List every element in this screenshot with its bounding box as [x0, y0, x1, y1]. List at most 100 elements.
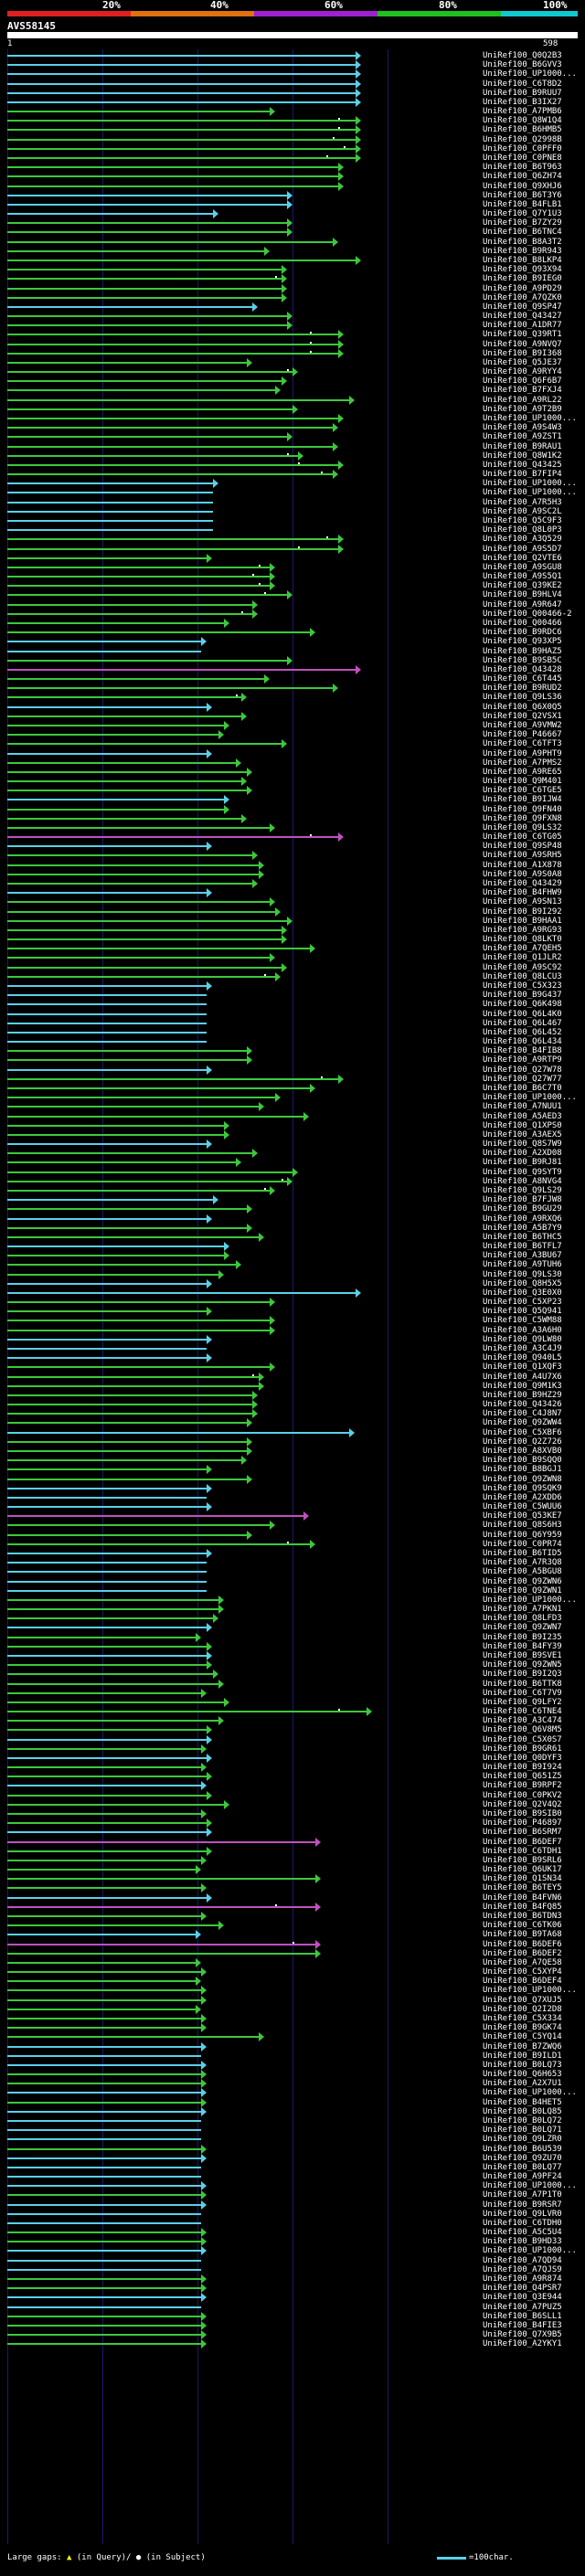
hit-line[interactable] — [7, 241, 333, 243]
hit-label[interactable]: UniRef100_UP1000... — [483, 488, 577, 497]
hit-line[interactable] — [7, 1971, 201, 1973]
hit-label[interactable]: UniRef100_Q39KE2 — [483, 581, 562, 590]
hit-label[interactable]: UniRef100_A3Q529 — [483, 535, 562, 544]
hit-label[interactable]: UniRef100_B9RSR7 — [483, 2200, 562, 2210]
hit-label[interactable]: UniRef100_C5XBF6 — [483, 1428, 562, 1437]
hit-line[interactable] — [7, 1450, 247, 1452]
hit-label[interactable]: UniRef100_B6TID5 — [483, 1549, 562, 1558]
hit-line[interactable] — [7, 111, 270, 112]
hit-line[interactable] — [7, 148, 356, 150]
hit-label[interactable]: UniRef100_B4HET5 — [483, 2098, 562, 2107]
hit-line[interactable] — [7, 557, 207, 559]
hit-line[interactable] — [7, 1134, 224, 1136]
hit-label[interactable]: UniRef100_A9RE65 — [483, 768, 562, 777]
hit-line[interactable] — [7, 1869, 196, 1871]
hit-label[interactable]: UniRef100_B0LQ71 — [483, 2125, 562, 2135]
hit-label[interactable]: UniRef100_B9RJ81 — [483, 1158, 562, 1167]
hit-line[interactable] — [7, 362, 247, 364]
hit-line[interactable] — [7, 854, 252, 856]
hit-label[interactable]: UniRef100_B9GR61 — [483, 1744, 562, 1754]
hit-line[interactable] — [7, 1813, 201, 1815]
hit-label[interactable]: UniRef100_B6U539 — [483, 2145, 562, 2154]
hit-label[interactable]: UniRef100_A9R874 — [483, 2274, 562, 2284]
hit-label[interactable]: UniRef100_Q5Q941 — [483, 1307, 562, 1316]
hit-label[interactable]: UniRef100_B9G437 — [483, 991, 562, 1000]
hit-line[interactable] — [7, 2018, 201, 2019]
hit-line[interactable] — [7, 83, 356, 85]
hit-line[interactable] — [7, 994, 207, 996]
hit-label[interactable]: UniRef100_B9HAZ5 — [483, 647, 562, 656]
hit-line[interactable] — [7, 1534, 247, 1536]
hit-label[interactable]: UniRef100_B6SLL1 — [483, 2312, 562, 2321]
hit-line[interactable] — [7, 297, 282, 299]
hit-label[interactable]: UniRef100_B6TTK8 — [483, 1680, 562, 1689]
hit-line[interactable] — [7, 1301, 270, 1303]
hit-line[interactable] — [7, 1766, 201, 1768]
hit-label[interactable]: UniRef100_C6TDH0 — [483, 2219, 562, 2228]
hit-label[interactable]: UniRef100_UP1000... — [483, 2088, 577, 2097]
hit-line[interactable] — [7, 446, 333, 448]
hit-line[interactable] — [7, 651, 201, 652]
hit-label[interactable]: UniRef100_Q9SQK9 — [483, 1484, 562, 1493]
hit-line[interactable] — [7, 1524, 270, 1526]
hit-label[interactable]: UniRef100_B9R943 — [483, 247, 562, 256]
hit-label[interactable]: UniRef100_A7NUU1 — [483, 1102, 562, 1111]
hit-label[interactable]: UniRef100_Q0DYF3 — [483, 1754, 562, 1763]
hit-line[interactable] — [7, 827, 270, 829]
hit-line[interactable] — [7, 1003, 207, 1005]
hit-label[interactable]: UniRef100_B0LQ85 — [483, 2107, 562, 2116]
hit-label[interactable]: UniRef100_UP1000... — [483, 1093, 577, 1102]
hit-label[interactable]: UniRef100_C5YQ14 — [483, 2032, 562, 2041]
hit-line[interactable] — [7, 73, 356, 75]
hit-label[interactable]: UniRef100_C4J8N7 — [483, 1409, 562, 1418]
hit-label[interactable]: UniRef100_A9RTP9 — [483, 1055, 562, 1065]
hit-label[interactable]: UniRef100_B7FIP4 — [483, 470, 562, 479]
hit-label[interactable]: UniRef100_C5WUU6 — [483, 1502, 562, 1511]
hit-line[interactable] — [7, 1348, 207, 1350]
hit-label[interactable]: UniRef100_Q9LZR0 — [483, 2135, 562, 2144]
hit-line[interactable] — [7, 2222, 201, 2224]
hit-label[interactable]: UniRef100_B6T963 — [483, 163, 562, 172]
hit-label[interactable]: UniRef100_Q8S6H3 — [483, 1521, 562, 1530]
hit-line[interactable] — [7, 1497, 207, 1499]
hit-line[interactable] — [7, 1617, 213, 1619]
hit-line[interactable] — [7, 604, 252, 606]
hit-label[interactable]: UniRef100_C0PKV2 — [483, 1791, 562, 1800]
hit-label[interactable]: UniRef100_B7FJW8 — [483, 1195, 562, 1204]
hit-label[interactable]: UniRef100_C5X323 — [483, 981, 562, 991]
hit-label[interactable]: UniRef100_A2X7U1 — [483, 2079, 562, 2088]
hit-label[interactable]: UniRef100_B4FLB1 — [483, 200, 562, 209]
hit-line[interactable] — [7, 1822, 207, 1824]
hit-label[interactable]: UniRef100_Q2Z726 — [483, 1437, 562, 1447]
hit-line[interactable] — [7, 1339, 207, 1341]
hit-line[interactable] — [7, 1515, 303, 1517]
hit-line[interactable] — [7, 1980, 196, 1982]
hit-label[interactable]: UniRef100_A9PD29 — [483, 284, 562, 293]
hit-label[interactable]: UniRef100_Q9M1K3 — [483, 1382, 562, 1391]
hit-label[interactable]: UniRef100_B9GK74 — [483, 2023, 562, 2032]
hit-line[interactable] — [7, 809, 224, 811]
hit-label[interactable]: UniRef100_Q651Z5 — [483, 1772, 562, 1781]
hit-label[interactable]: UniRef100_Q6L452 — [483, 1028, 562, 1037]
hit-line[interactable] — [7, 622, 224, 624]
hit-label[interactable]: UniRef100_Q9LS30 — [483, 1270, 562, 1279]
hit-line[interactable] — [7, 1934, 196, 1935]
hit-label[interactable]: UniRef100_B8BGJ1 — [483, 1465, 562, 1474]
hit-label[interactable]: UniRef100_Q1XPS0 — [483, 1121, 562, 1130]
hit-line[interactable] — [7, 2083, 201, 2084]
hit-label[interactable]: UniRef100_Q6V8M5 — [483, 1725, 562, 1734]
hit-label[interactable]: UniRef100_Q27W77 — [483, 1075, 562, 1084]
hit-line[interactable] — [7, 1701, 224, 1703]
hit-line[interactable] — [7, 1599, 218, 1601]
hit-label[interactable]: UniRef100_Q9LFY2 — [483, 1698, 562, 1707]
hit-label[interactable]: UniRef100_Q43425 — [483, 461, 562, 470]
hit-label[interactable]: UniRef100_A3C474 — [483, 1716, 562, 1725]
hit-line[interactable] — [7, 2092, 201, 2094]
hit-label[interactable]: UniRef100_Q9LW80 — [483, 1335, 562, 1344]
hit-line[interactable] — [7, 2157, 201, 2159]
hit-line[interactable] — [7, 1069, 207, 1071]
hit-line[interactable] — [7, 1078, 338, 1080]
hit-label[interactable]: UniRef100_A7PKN1 — [483, 1605, 562, 1614]
hit-line[interactable] — [7, 1087, 310, 1089]
hit-line[interactable] — [7, 353, 338, 355]
